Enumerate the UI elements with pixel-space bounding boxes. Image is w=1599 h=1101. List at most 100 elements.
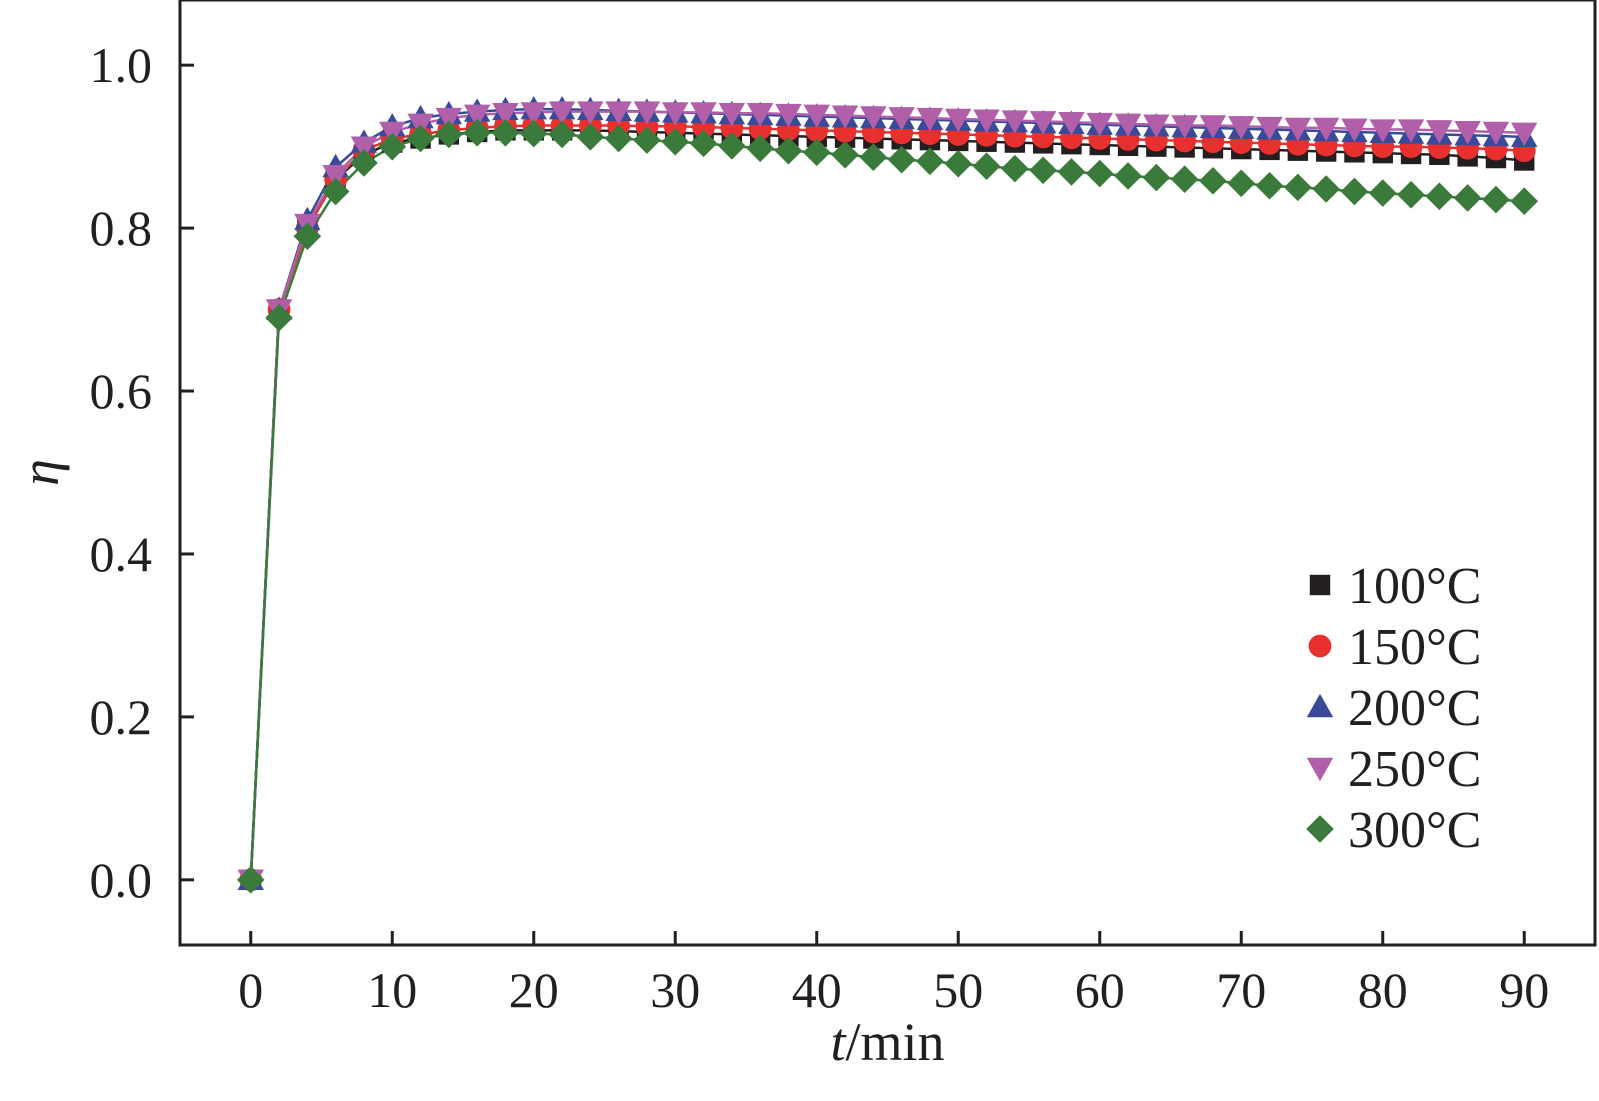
data-point-300c [604,124,633,153]
data-point-250c [1199,115,1227,139]
x-axis-label: t/min [830,1012,944,1072]
series-line-300c [249,131,1525,880]
series-markers-250c [237,101,1538,894]
data-point-250c [1086,112,1113,137]
y-tick-label: 0.8 [90,200,153,256]
data-point-300c [633,126,661,154]
y-tick-label: 0.0 [90,852,153,908]
data-point-250c [690,102,717,126]
data-point-250c [322,164,349,189]
data-point-300c [1510,187,1539,216]
data-point-300c [350,149,378,177]
legend-marker-200c [1306,693,1334,718]
data-point-250c [1114,113,1142,138]
series-lines [249,107,1525,880]
series-markers-300c [236,118,1539,894]
data-point-300c [293,222,322,251]
data-point-250c [605,101,632,125]
data-point-300c [548,120,576,149]
x-axis-separator: / [845,1012,860,1072]
data-point-300c [1029,156,1057,185]
data-point-250c [1284,117,1312,142]
data-point-300c [1425,182,1454,211]
data-point-300c [1057,158,1086,186]
data-point-300c [802,138,831,167]
data-point-300c [916,147,944,176]
legend-label-200c: 200°C [1348,680,1481,737]
data-point-250c [1256,116,1283,141]
legend-marker-150c [1308,634,1332,658]
data-point-300c [1453,184,1482,212]
legend-marker-300c [1306,815,1334,843]
y-tick-label: 0.6 [90,363,153,419]
data-point-300c [859,143,888,172]
legend-item-250c: 250°C [1306,741,1481,798]
legend-label-100c: 100°C [1348,558,1481,615]
data-point-250c [718,103,746,127]
axis-ticks: 0 10 20 30 40 50 60 70 80 90 0.0 0.2 0.4 0.6 0.8 1.0 [90,37,1550,1018]
data-point-300c [718,132,746,160]
series-line-200c [249,107,1525,880]
legend-label-300c: 300°C [1348,802,1481,859]
data-point-300c [1312,175,1340,203]
data-point-250c [888,107,915,131]
data-point-250c [860,106,887,130]
data-point-250c [1454,120,1481,145]
x-tick-label: 90 [1499,962,1549,1018]
data-point-300c [887,145,916,174]
data-point-250c [803,104,830,129]
data-point-250c [1228,116,1255,140]
data-point-250c [548,101,576,125]
data-point-250c [492,103,519,127]
data-point-300c [661,127,690,156]
data-point-300c [1255,171,1284,200]
y-tick-label: 0.4 [90,526,153,582]
plot-frame [178,0,1597,947]
x-tick-label: 60 [1075,962,1125,1018]
x-axis-unit: min [861,1012,945,1072]
data-point-250c [831,105,859,129]
x-axis-variable: t [830,1012,847,1072]
data-point-250c [1143,114,1170,138]
data-point-300c [746,134,774,163]
data-point-250c [775,103,802,128]
data-point-300c [689,129,718,158]
legend-item-200c: 200°C [1306,680,1481,737]
data-point-300c [576,123,605,151]
data-point-300c [1368,179,1397,207]
data-point-300c [1085,159,1114,188]
y-tick-label: 0.2 [90,689,153,745]
data-point-300c [1340,177,1369,206]
x-tick-label: 20 [509,962,559,1018]
data-point-300c [491,118,520,147]
series-line-250c [249,110,1525,880]
data-point-250c [662,102,689,126]
data-point-300c [236,866,265,894]
data-point-300c [1482,185,1510,214]
x-tick-label: 70 [1216,962,1266,1018]
data-point-250c [1369,119,1396,143]
data-point-250c [1312,117,1340,142]
data-point-250c [1058,111,1085,136]
data-point-300c [1227,169,1256,198]
legend-item-150c: 150°C [1308,619,1481,676]
data-point-300c [774,136,803,165]
data-point-300c [435,120,463,149]
data-point-300c [1170,165,1199,194]
series-line-100c [249,129,1525,880]
series-markers-100c [240,120,1535,891]
legend-label-250c: 250°C [1348,741,1481,798]
data-point-300c [463,118,491,147]
data-point-300c [1001,154,1029,183]
data-point-250c [1341,118,1368,142]
data-point-250c [916,107,944,132]
legend-item-100c: 100°C [1309,558,1481,615]
data-point-250c [577,101,604,125]
x-tick-label: 10 [367,962,417,1018]
legend-marker-100c [1309,574,1331,596]
data-point-250c [746,103,774,127]
data-point-250c [1397,119,1425,143]
x-tick-label: 30 [650,962,700,1018]
data-point-250c [633,101,661,125]
